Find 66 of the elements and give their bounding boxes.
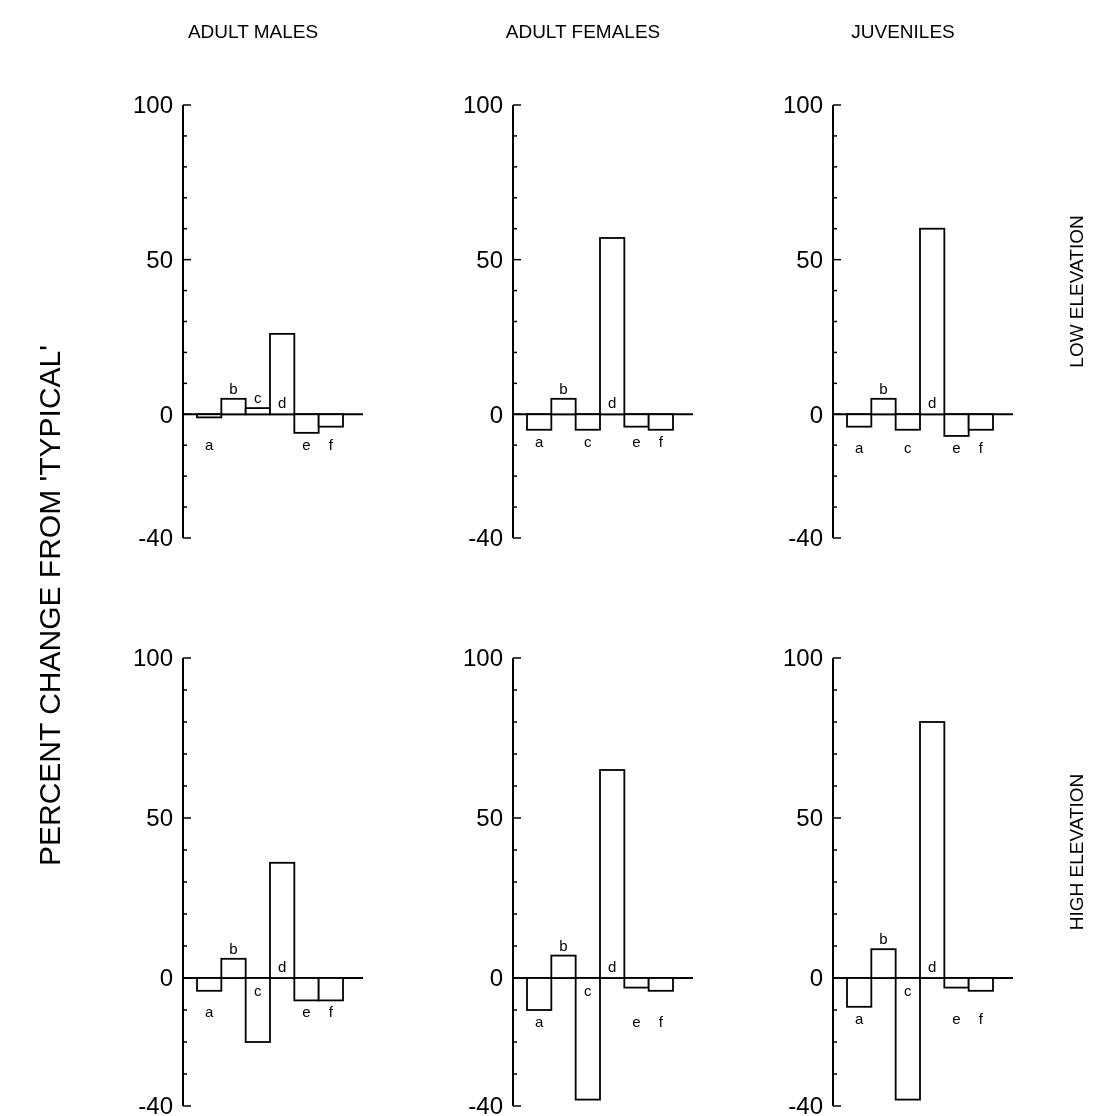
y-tick-label: 100 (462, 644, 503, 672)
y-tick-label: 100 (132, 644, 173, 672)
y-tick-label: 50 (476, 246, 503, 274)
y-tick-label: 0 (809, 400, 823, 428)
x-tick-label: a (854, 438, 864, 456)
x-tick-label: a (204, 1003, 214, 1021)
x-tick-label: f (978, 438, 984, 456)
x-tick-label: d (927, 394, 937, 412)
y-tick-label: -40 (138, 524, 173, 552)
y-tick-label: 0 (159, 964, 173, 992)
y-tick-label: 100 (782, 644, 823, 672)
y-tick-label: -40 (468, 1092, 503, 1116)
x-tick-label: f (658, 432, 664, 450)
y-tick-label: -40 (788, 1092, 823, 1116)
y-axis-title: PERCENT CHANGE FROM 'TYPICAL' (33, 345, 66, 866)
x-tick-label: f (658, 1013, 664, 1030)
x-tick-label: d (277, 394, 287, 412)
y-tick-label: 50 (476, 804, 503, 832)
x-tick-label: c (584, 432, 593, 450)
x-tick-label: e (302, 1003, 311, 1021)
y-tick-label: -40 (788, 524, 823, 552)
x-tick-label: b (229, 939, 238, 957)
y2-axis-title: HIGH ELEVATION (1066, 773, 1087, 931)
y-tick-label: -40 (468, 524, 503, 552)
chart-title: JUVENILES (851, 21, 955, 42)
y-tick-label: 0 (809, 964, 823, 992)
x-tick-label: c (254, 982, 263, 999)
y-tick-label: 50 (146, 804, 173, 832)
x-tick-label: a (854, 1009, 864, 1027)
x-tick-label: a (534, 432, 544, 450)
x-tick-label: d (607, 958, 617, 975)
y-tick-label: 50 (796, 804, 823, 832)
x-tick-label: f (978, 1009, 984, 1027)
y-tick-label: 100 (132, 91, 173, 119)
x-tick-label: e (632, 1013, 641, 1030)
x-tick-label: b (559, 379, 568, 397)
chart-title: ADULT FEMALES (505, 21, 661, 42)
x-tick-label: c (584, 982, 593, 999)
y-tick-label: -40 (138, 1092, 173, 1116)
x-tick-label: e (302, 435, 311, 453)
x-tick-label: d (277, 958, 287, 975)
y-tick-label: 0 (159, 400, 173, 428)
x-tick-label: e (952, 438, 961, 456)
x-tick-label: b (879, 379, 888, 397)
chart-title: ADULT MALES (187, 21, 319, 42)
y2-axis-title: LOW ELEVATION (1066, 215, 1087, 368)
x-tick-label: a (204, 435, 214, 453)
x-tick-label: c (904, 438, 913, 456)
x-tick-label: e (632, 432, 641, 450)
y-tick-label: 50 (796, 246, 823, 274)
x-tick-label: d (607, 394, 617, 412)
y-tick-label: 0 (489, 400, 503, 428)
x-tick-label: c (904, 982, 913, 999)
y-tick-label: 0 (489, 964, 503, 992)
x-tick-label: b (559, 936, 568, 954)
y-tick-label: 100 (782, 91, 823, 119)
y-tick-label: 100 (462, 91, 503, 119)
x-tick-label: e (952, 1009, 961, 1027)
x-tick-label: d (927, 958, 937, 975)
y-tick-label: 50 (146, 246, 173, 274)
x-tick-label: b (229, 379, 238, 397)
x-tick-label: a (534, 1013, 544, 1030)
x-tick-label: f (328, 435, 334, 453)
x-tick-label: b (879, 930, 888, 948)
x-tick-label: f (328, 1003, 334, 1021)
x-tick-label: c (254, 389, 263, 407)
